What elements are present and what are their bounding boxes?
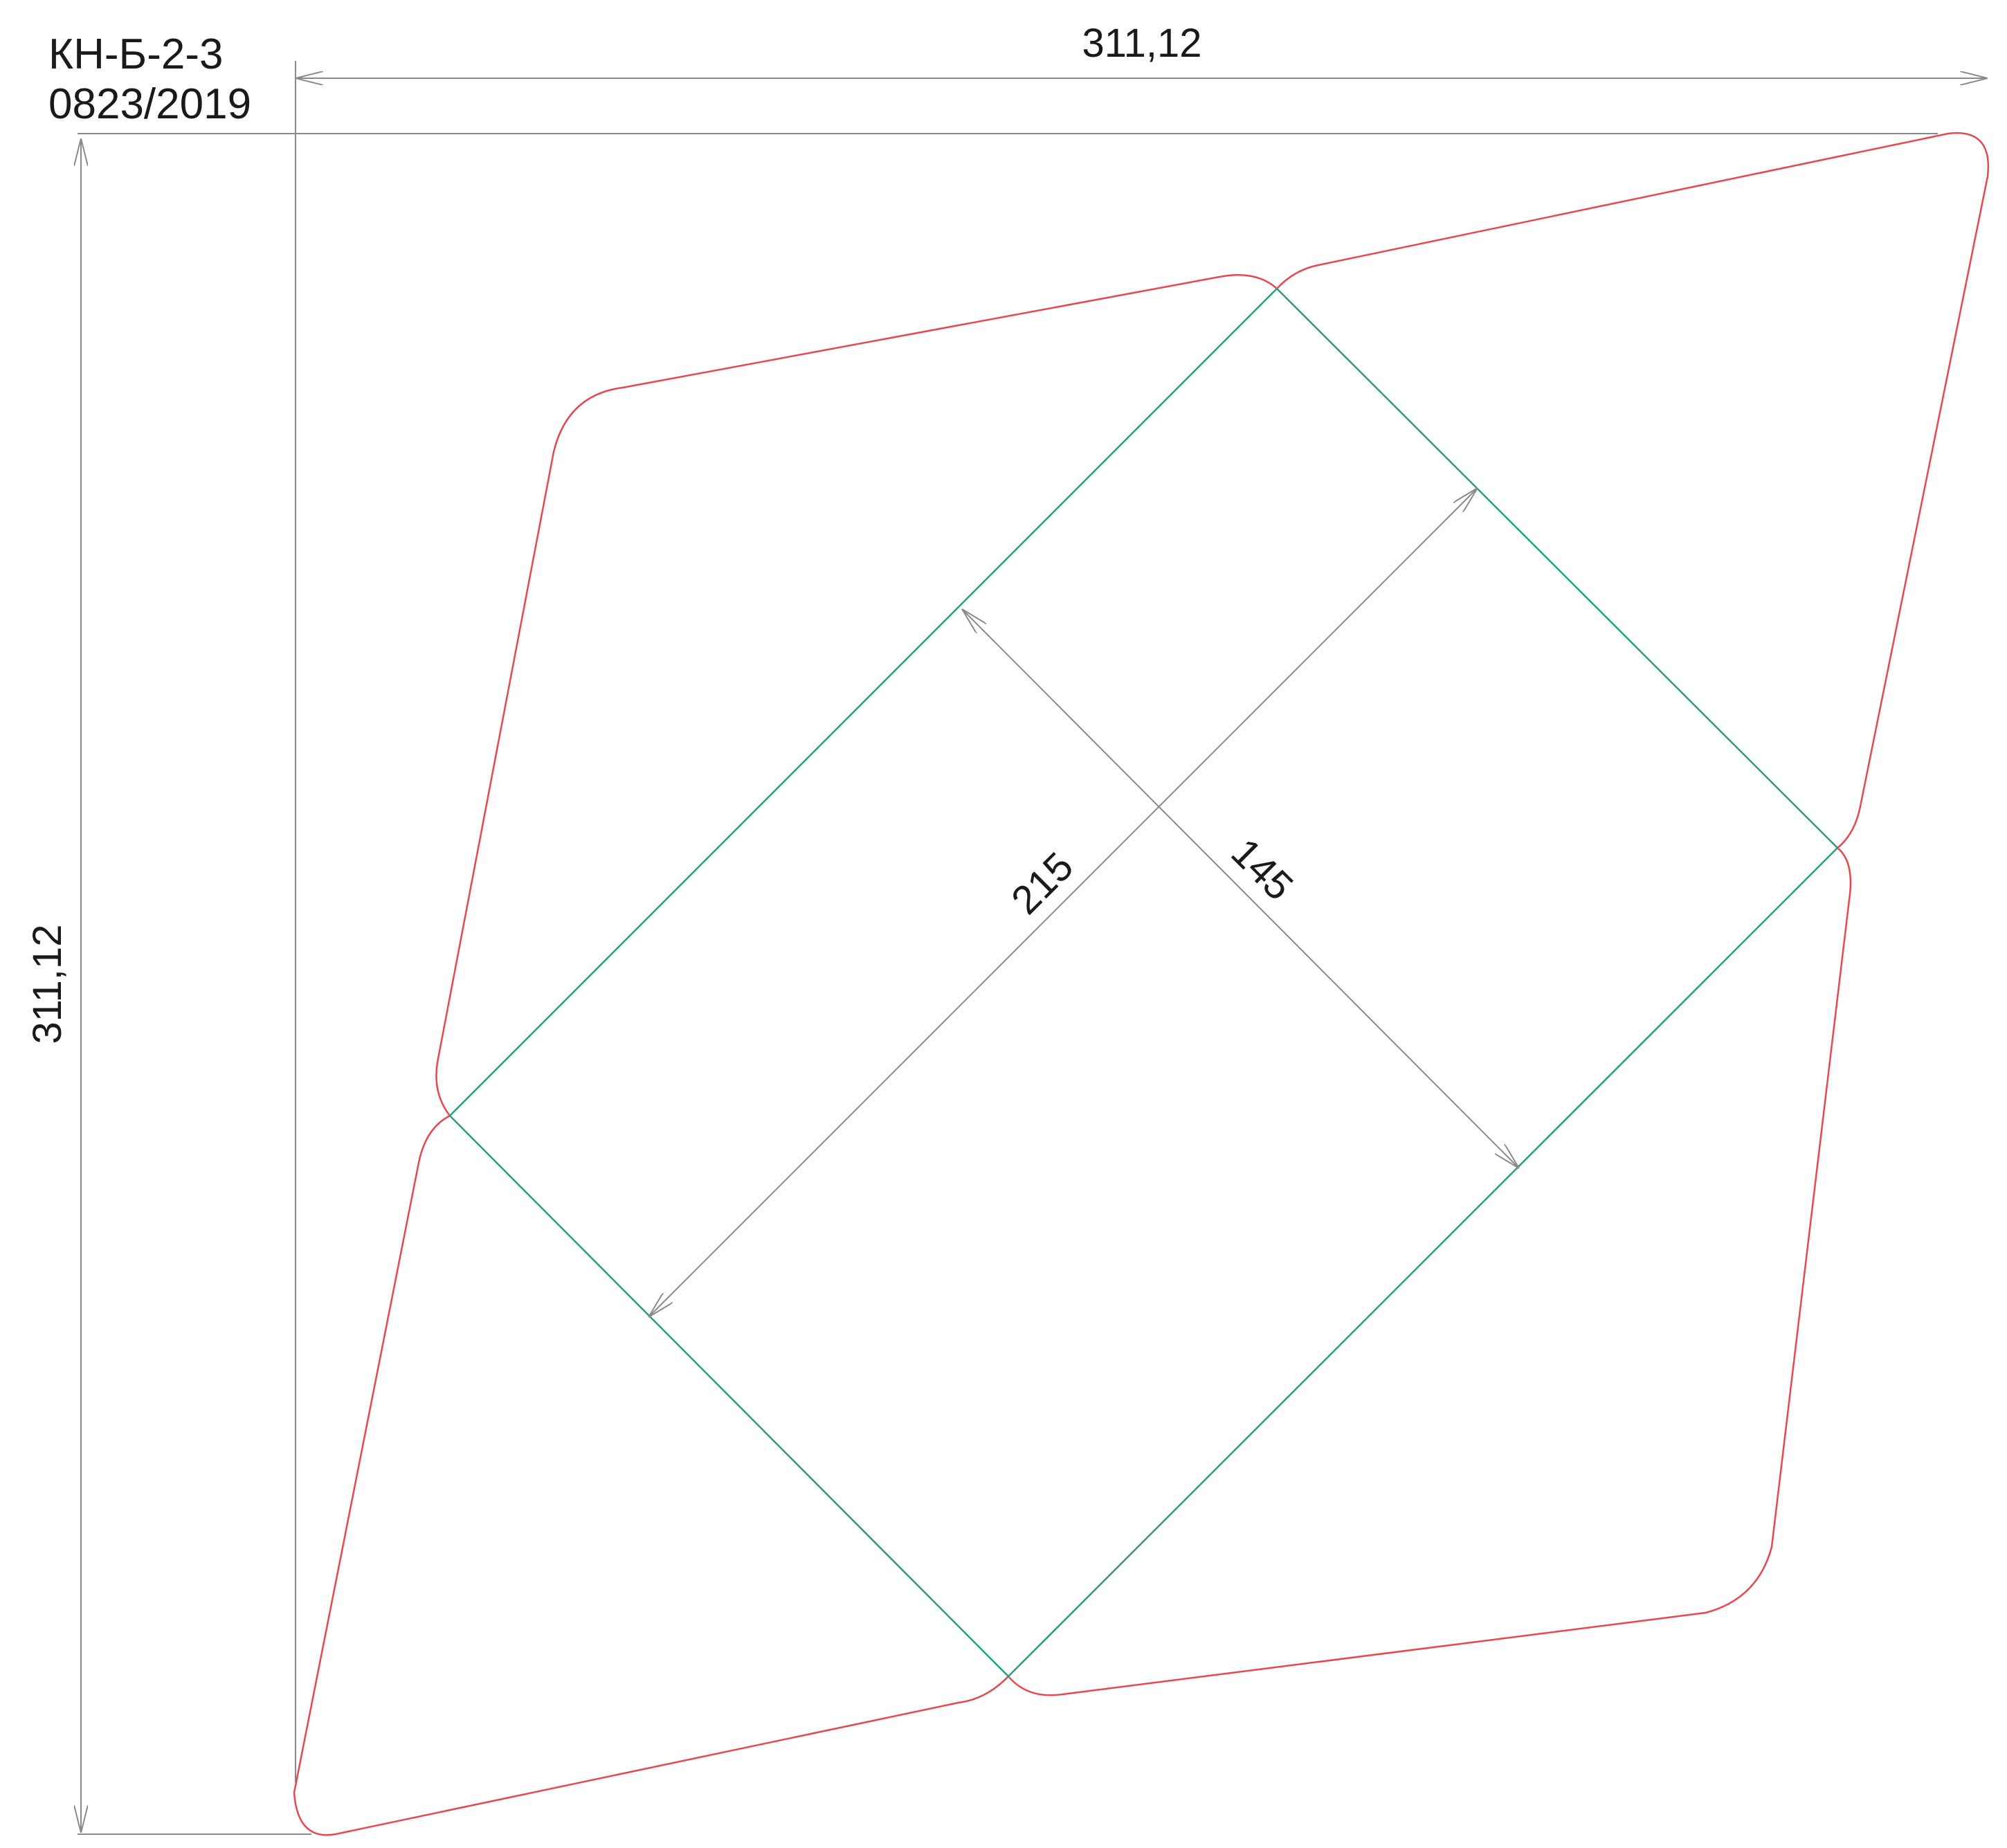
inner-dimension-lines [648,488,1519,1317]
dimension-line-215 [648,488,1478,1317]
fold-lines [450,289,1837,1676]
overall-dimension-lines [81,78,1988,1833]
label-inner-width: 145 [1223,830,1302,909]
label-overall-width: 311,12 [1082,21,1201,66]
label-inner-length: 215 [1003,844,1082,923]
extension-lines [78,61,1938,1834]
label-overall-height: 311,12 [25,924,70,1044]
cut-outline [294,133,1988,1835]
